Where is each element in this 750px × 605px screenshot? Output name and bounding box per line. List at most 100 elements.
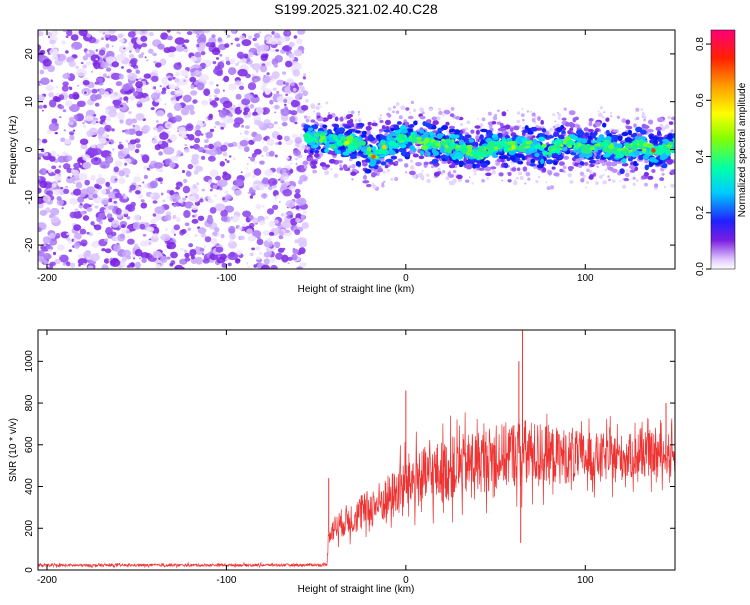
noise-speckle (194, 233, 199, 238)
noise-speckle (118, 141, 122, 144)
noise-speckle (232, 157, 236, 161)
halo-speckle (436, 116, 441, 121)
halo-speckle (535, 125, 538, 128)
noise-speckle (293, 149, 301, 157)
halo-speckle (596, 165, 599, 168)
noise-speckle (184, 39, 190, 43)
noise-speckle (158, 151, 163, 156)
noise-speckle (251, 63, 261, 71)
noise-speckle (299, 174, 308, 182)
noise-speckle (283, 176, 288, 180)
halo-speckle (519, 176, 524, 180)
band-outer-blob (568, 110, 576, 116)
noise-speckle (119, 104, 124, 108)
noise-speckle (40, 148, 45, 153)
noise-speckle (227, 143, 234, 148)
noise-speckle (89, 253, 100, 262)
noise-speckle (267, 186, 273, 191)
band-outer-blob (338, 160, 343, 164)
noise-speckle (268, 178, 278, 186)
band-mid-blob (510, 156, 516, 161)
band-mid-blob (611, 134, 619, 140)
halo-speckle (595, 181, 599, 186)
halo-speckle (513, 181, 518, 186)
band-core-blob (319, 132, 327, 136)
band-mid-blob (480, 128, 488, 133)
noise-speckle (245, 172, 252, 177)
noise-speckle (124, 130, 130, 135)
band-core-blob (668, 141, 674, 146)
colorbar-tick-label: 0.4 (695, 149, 706, 163)
noise-speckle (262, 141, 265, 144)
halo-speckle (549, 127, 554, 132)
noise-speckle (46, 31, 53, 37)
noise-speckle (60, 187, 63, 190)
band-mid-blob (336, 128, 342, 133)
noise-speckle (140, 35, 148, 42)
band-mid-blob (405, 151, 411, 158)
noise-speckle (73, 114, 79, 120)
band-mid-blob (557, 134, 565, 139)
band-mid-blob (584, 132, 590, 138)
noise-speckle (120, 224, 126, 229)
noise-speckle (206, 216, 214, 224)
band-mid-blob (633, 160, 638, 166)
noise-speckle (62, 81, 69, 87)
noise-speckle (184, 144, 188, 146)
band-inner-blob (400, 128, 408, 134)
noise-speckle (136, 173, 139, 176)
noise-speckle (58, 255, 62, 258)
noise-speckle (276, 90, 280, 94)
noise-speckle (68, 249, 73, 253)
noise-speckle (173, 62, 182, 70)
band-outer-blob (419, 115, 426, 120)
band-mid-blob (448, 128, 456, 133)
noise-speckle (290, 82, 295, 87)
noise-speckle (288, 53, 295, 58)
halo-speckle (395, 102, 400, 106)
noise-speckle (110, 72, 121, 80)
noise-speckle (251, 175, 256, 178)
halo-speckle (585, 186, 588, 189)
noise-speckle (248, 139, 255, 145)
noise-speckle (224, 190, 229, 195)
noise-speckle (80, 62, 84, 64)
hot-spot (382, 144, 387, 150)
band-core-blob (340, 136, 346, 142)
noise-speckle (182, 197, 187, 201)
noise-speckle (254, 119, 261, 126)
noise-speckle (115, 81, 123, 87)
noise-speckle (157, 43, 165, 50)
noise-speckle (161, 77, 168, 84)
band-outer-blob (379, 120, 384, 123)
band-outer-blob (496, 121, 502, 125)
band-core-blob (625, 143, 631, 147)
band-outer-blob (485, 172, 492, 177)
halo-speckle (390, 178, 394, 181)
noise-speckle (76, 68, 87, 77)
band-outer-blob (432, 120, 439, 126)
noise-speckle (73, 242, 81, 249)
noise-speckle (198, 42, 206, 49)
noise-speckle (293, 35, 298, 39)
noise-speckle (174, 85, 179, 90)
noise-speckle (273, 104, 280, 110)
noise-speckle (62, 109, 67, 113)
noise-speckle (176, 149, 182, 155)
noise-speckle (149, 180, 158, 189)
noise-speckle (140, 199, 145, 203)
band-outer-blob (307, 157, 314, 162)
noise-speckle (208, 98, 213, 102)
band-outer-blob (574, 116, 579, 121)
noise-speckle (283, 213, 288, 217)
noise-speckle (296, 266, 303, 269)
noise-speckle (285, 82, 289, 86)
noise-speckle (294, 193, 301, 199)
band-mid-blob (425, 122, 431, 128)
band-core-blob (525, 140, 532, 145)
halo-speckle (659, 123, 663, 128)
noise-speckle (218, 186, 223, 191)
band-inner-blob (312, 144, 319, 148)
band-mid-blob (552, 160, 558, 166)
noise-speckle (181, 153, 184, 156)
